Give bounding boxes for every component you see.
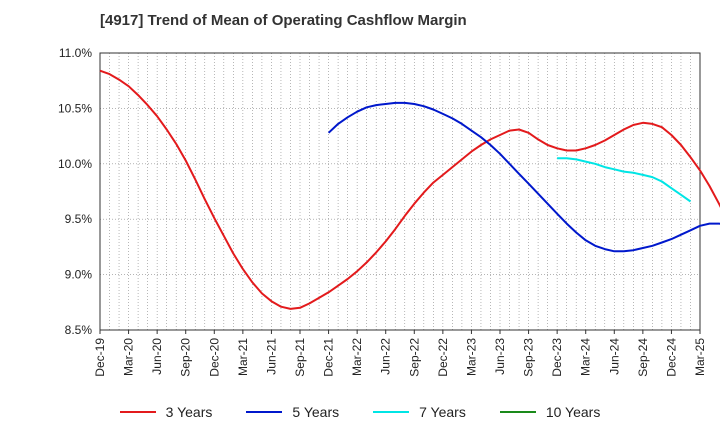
x-tick-label: Mar-21 [236, 338, 250, 376]
x-tick-label: Mar-22 [350, 338, 364, 376]
y-tick-label: 11.0% [59, 46, 92, 60]
legend-item-7-years: 7 Years [373, 404, 466, 420]
x-tick-label: Sep-20 [179, 338, 193, 377]
x-tick-label: Mar-20 [122, 338, 136, 376]
legend-swatch-5-years [246, 411, 283, 413]
x-tick-label: Jun-24 [607, 338, 621, 375]
x-tick-label: Sep-22 [407, 338, 421, 377]
axes [99, 52, 701, 334]
x-tick-label: Dec-21 [322, 338, 336, 377]
x-tick-label: Sep-21 [293, 338, 307, 377]
plot-frame [99, 52, 701, 331]
series-lines [99, 69, 720, 310]
y-tick-label: 10.0% [58, 157, 92, 171]
x-tick-label: Dec-22 [436, 338, 450, 377]
chart-title: [4917] Trend of Mean of Operating Cashfl… [100, 12, 467, 29]
x-tick-label: Mar-23 [464, 338, 478, 376]
x-tick-label: Jun-22 [379, 338, 393, 375]
y-tick-label: 8.5% [65, 323, 93, 337]
x-tick-label: Dec-20 [207, 338, 221, 377]
legend-label-7-years: 7 Years [419, 404, 466, 420]
legend-item-10-years: 10 Years [499, 404, 601, 420]
series-line-5-years [327, 101, 720, 253]
legend-label-10-years: 10 Years [545, 404, 601, 420]
legend-label-5-years: 5 Years [292, 404, 340, 420]
legend-swatch-3-years [119, 411, 156, 413]
legend: 3 Years 5 Years 7 Years 10 Years [0, 404, 720, 420]
tick-labels: 8.5% 9.0% 9.5% 10.0% 10.5% 11.0% Dec-19 Mar-20 J… [58, 46, 707, 377]
x-tick-label: Jun-23 [493, 338, 507, 375]
series-line-3-years [99, 69, 720, 310]
legend-item-5-years: 5 Years [246, 404, 339, 420]
x-tick-label: Dec-24 [664, 338, 678, 377]
legend-item-3-years: 3 Years [119, 404, 213, 420]
x-tick-label: Jun-20 [150, 338, 164, 375]
x-tick-label: Mar-24 [579, 338, 593, 376]
x-tick-label: Dec-23 [550, 338, 564, 377]
y-tick-label: 9.0% [65, 268, 93, 282]
series-line-7-years [557, 157, 692, 203]
legend-swatch-7-years [373, 411, 410, 413]
x-tick-label: Jun-21 [264, 338, 278, 375]
grid-lines [99, 52, 701, 331]
legend-swatch-10-years [499, 411, 536, 413]
legend-label-3-years: 3 Years [165, 404, 213, 420]
x-tick-label: Mar-25 [693, 338, 707, 376]
x-tick-label: Sep-24 [636, 338, 650, 377]
y-tick-label: 10.5% [58, 101, 92, 115]
x-tick-label: Sep-23 [522, 338, 536, 377]
x-tick-label: Dec-19 [93, 338, 107, 377]
y-tick-label: 9.5% [65, 212, 93, 226]
